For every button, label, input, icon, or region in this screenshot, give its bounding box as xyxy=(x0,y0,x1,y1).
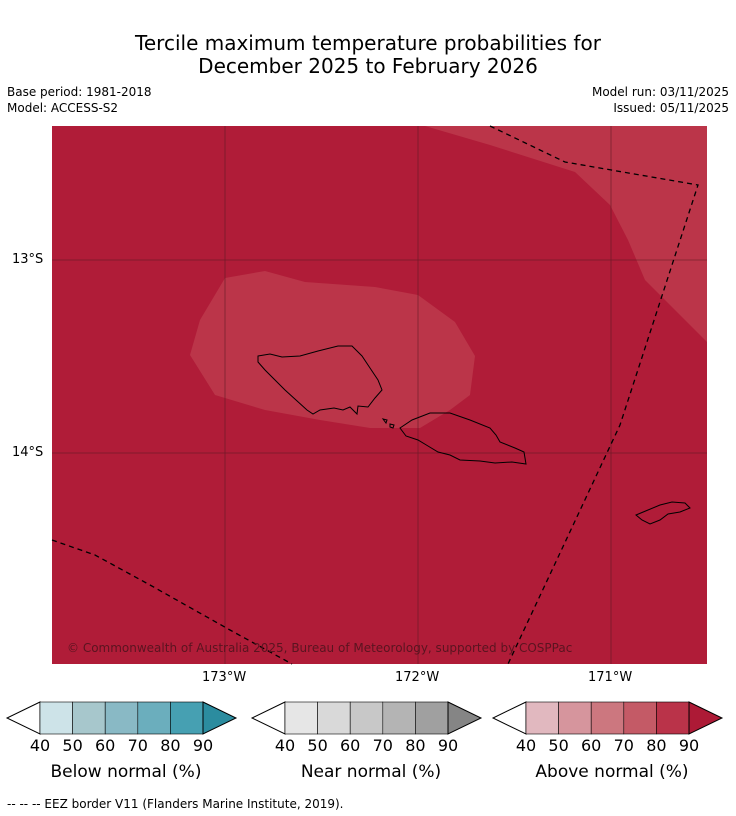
colorbar-tick: 70 xyxy=(372,736,393,755)
colorbar-tick: 90 xyxy=(437,736,459,755)
tutuila-island xyxy=(635,501,691,525)
colorbar-tick: 40 xyxy=(29,736,51,755)
colorbar-tick: 90 xyxy=(192,736,214,755)
colorbar-low-extend xyxy=(491,701,527,735)
lon-label-173w: 173°W xyxy=(202,670,247,685)
lat-label-14s: 14°S xyxy=(12,445,44,460)
gridlines xyxy=(52,126,707,664)
eez-footnote: -- -- -- EEZ border V11 (Flanders Marine… xyxy=(7,797,344,811)
colorbar-tick: 40 xyxy=(274,736,296,755)
figure-title: Tercile maximum temperature probabilitie… xyxy=(0,32,736,78)
model-name: Model: ACCESS-S2 xyxy=(7,101,119,115)
colorbar-high-extend xyxy=(202,701,238,735)
lat-label-13s: 13°S xyxy=(12,252,44,267)
colorbar-segment xyxy=(558,701,592,735)
colorbar-segment xyxy=(623,701,657,735)
colorbar-segment xyxy=(415,701,449,735)
colorbar-tick: 40 xyxy=(515,736,537,755)
colorbar-tick: 60 xyxy=(340,736,361,755)
colorbar-segment xyxy=(170,701,204,735)
lon-label-171w: 171°W xyxy=(588,670,633,685)
copyright-notice: © Commonwealth of Australia 2025, Bureau… xyxy=(67,641,573,655)
manono-island xyxy=(381,418,395,429)
colorbar-segment xyxy=(590,701,625,735)
upolu-island xyxy=(399,412,527,465)
savaii-island xyxy=(257,345,383,416)
colorbar-segment xyxy=(104,701,139,735)
colorbar-tick: 60 xyxy=(581,736,602,755)
colorbar-segment xyxy=(39,701,73,735)
colorbar-tick: 50 xyxy=(548,736,569,755)
colorbar-label: Near normal (%) xyxy=(300,762,442,782)
colorbar-tick: 80 xyxy=(160,736,181,755)
base-period: Base period: 1981-2018 xyxy=(7,85,152,99)
colorbar-segment xyxy=(284,701,318,735)
colorbar-label: Above normal (%) xyxy=(535,762,689,782)
region-70-80-samoa xyxy=(190,271,475,428)
title-line-2: December 2025 to February 2026 xyxy=(198,54,538,78)
colorbar-segment xyxy=(317,701,351,735)
colorbar-low-extend xyxy=(250,701,286,735)
colorbar-tick: 90 xyxy=(678,736,700,755)
colorbar-segment xyxy=(656,701,690,735)
coastlines xyxy=(257,345,691,525)
colorbar-tick: 60 xyxy=(95,736,116,755)
colorbar-high-extend xyxy=(688,701,724,735)
colorbar-low-extend xyxy=(5,701,41,735)
colorbar-high-extend xyxy=(447,701,483,735)
model-run: Model run: 03/11/2025 xyxy=(591,85,729,99)
colorbar-tick: 80 xyxy=(405,736,426,755)
colorbar-label: Below normal (%) xyxy=(50,762,202,782)
issued-date: Issued: 05/11/2025 xyxy=(613,101,729,115)
colorbar-segment xyxy=(525,701,559,735)
eez-border xyxy=(51,125,699,665)
region-70-80-northeast xyxy=(425,126,707,342)
title-line-1: Tercile maximum temperature probabilitie… xyxy=(135,31,601,55)
colorbar-tick: 50 xyxy=(62,736,83,755)
colorbar-segment xyxy=(349,701,384,735)
lon-label-172w: 172°W xyxy=(395,670,440,685)
colorbar-tick: 70 xyxy=(613,736,634,755)
colorbar-tick: 70 xyxy=(127,736,148,755)
colorbar-segment xyxy=(72,701,106,735)
colorbar-tick: 80 xyxy=(646,736,667,755)
colorbar-segment xyxy=(382,701,416,735)
colorbar-segment xyxy=(137,701,171,735)
colorbar-tick: 50 xyxy=(307,736,328,755)
